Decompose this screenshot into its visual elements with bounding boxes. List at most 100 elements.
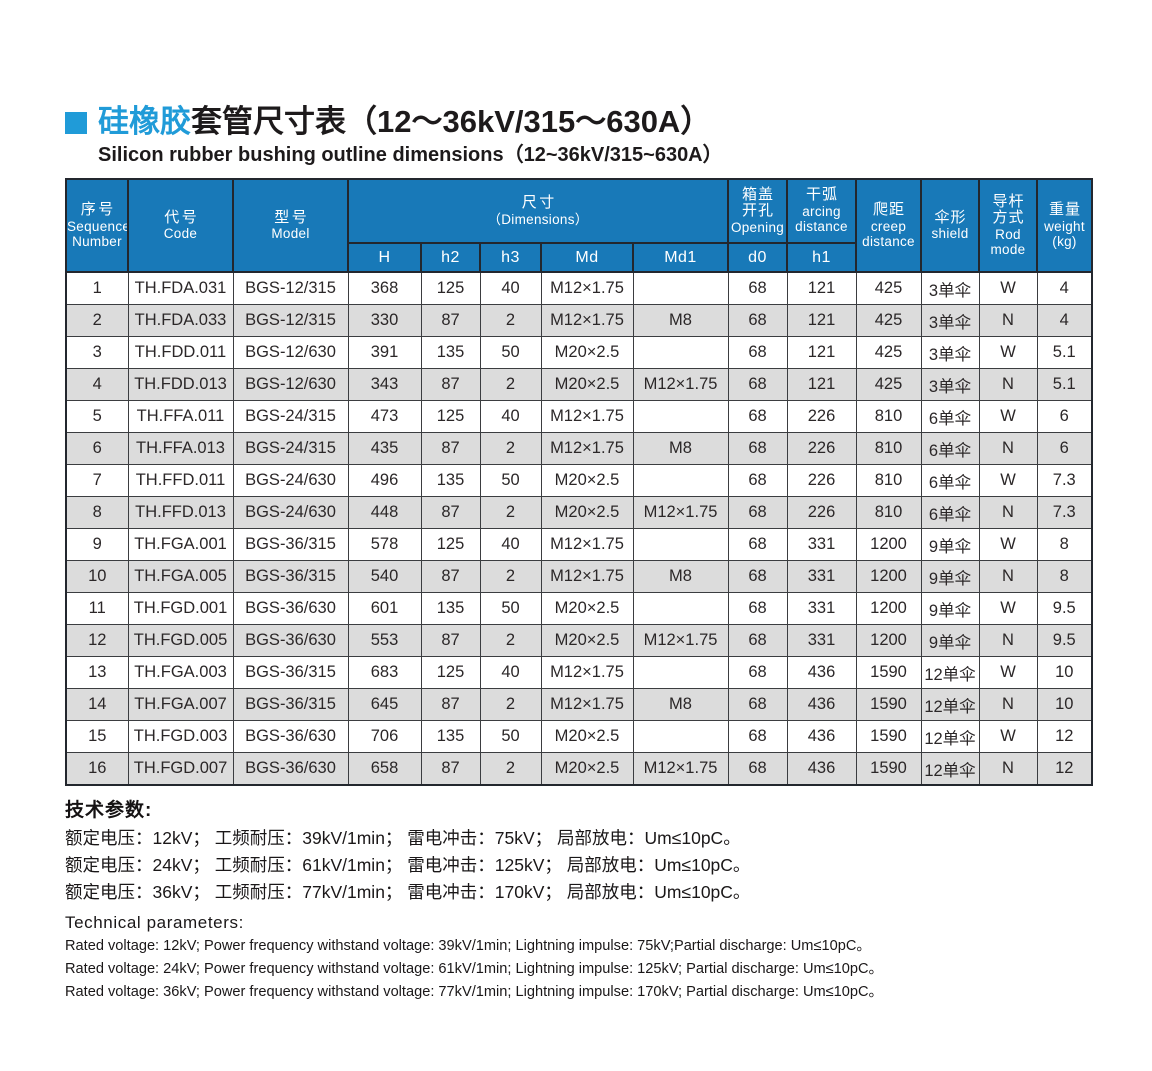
col-header-opening: 箱盖 开孔 Opening	[727, 178, 789, 244]
table-row: 10 TH.FGA.005 BGS-36/315 540 87 2 M12×1.…	[65, 560, 1093, 593]
cell-Md1: M12×1.75	[632, 624, 729, 657]
cell-code: TH.FGD.007	[127, 752, 234, 786]
cell-Md: M12×1.75	[540, 688, 634, 721]
cell-rod-mode: W	[978, 336, 1038, 369]
cell-H: 330	[347, 304, 422, 337]
cell-h2: 125	[420, 400, 481, 433]
page-subtitle: Silicon rubber bushing outline dimension…	[98, 144, 723, 166]
cell-code: TH.FGA.005	[127, 560, 234, 593]
cell-Md: M12×1.75	[540, 528, 634, 561]
cell-h1: 436	[786, 656, 857, 689]
cell-sequence: 14	[65, 688, 129, 721]
cell-shield: 9单伞	[920, 624, 980, 657]
cell-Md1	[632, 592, 729, 625]
table-row: 1 TH.FDA.031 BGS-12/315 368 125 40 M12×1…	[65, 271, 1093, 305]
cell-creep-distance: 810	[855, 496, 922, 529]
tech-line-en: Rated voltage: 36kV; Power frequency wit…	[65, 984, 884, 1000]
cell-d0: 68	[727, 560, 788, 593]
cell-h2: 135	[420, 720, 481, 753]
cell-h3: 50	[479, 464, 542, 497]
cell-creep-distance: 425	[855, 368, 922, 401]
cell-H: 391	[347, 336, 422, 369]
cell-sequence: 7	[65, 464, 129, 497]
cell-weight: 10	[1036, 688, 1093, 721]
cell-model: BGS-24/630	[232, 464, 349, 497]
cell-h3: 2	[479, 368, 542, 401]
cell-shield: 9单伞	[920, 592, 980, 625]
cell-d0: 68	[727, 496, 788, 529]
cell-d0: 68	[727, 688, 788, 721]
cell-model: BGS-36/315	[232, 656, 349, 689]
cell-shield: 12单伞	[920, 720, 980, 753]
cell-h2: 87	[420, 560, 481, 593]
cell-h3: 2	[479, 432, 542, 465]
cell-shield: 6单伞	[920, 496, 980, 529]
cell-creep-distance: 1590	[855, 720, 922, 753]
sub-header-H: H	[347, 242, 422, 273]
header-row-sub: H h2 h3 Md Md1 d0 h1	[66, 242, 1092, 273]
cell-sequence: 5	[65, 400, 129, 433]
cell-Md1	[632, 720, 729, 753]
cell-creep-distance: 810	[855, 432, 922, 465]
cell-creep-distance: 1200	[855, 560, 922, 593]
cell-sequence: 16	[65, 752, 129, 786]
col-header-code: 代号 Code	[127, 178, 234, 273]
cell-Md: M20×2.5	[540, 368, 634, 401]
cell-rod-mode: W	[978, 400, 1038, 433]
col-header-rod-mode: 导杆 方式 Rod mode	[978, 178, 1039, 273]
cell-code: TH.FFD.011	[127, 464, 234, 497]
table-row: 15 TH.FGD.003 BGS-36/630 706 135 50 M20×…	[65, 720, 1093, 753]
cell-Md: M12×1.75	[540, 432, 634, 465]
cell-weight: 12	[1036, 752, 1093, 786]
cell-h2: 87	[420, 688, 481, 721]
cell-weight: 4	[1036, 271, 1093, 305]
cell-H: 553	[347, 624, 422, 657]
cell-Md1: M8	[632, 560, 729, 593]
technical-parameters-section: 技术参数: 额定电压：12kV； 工频耐压：39kV/1min； 雷电冲击：75…	[65, 795, 1091, 1004]
cell-d0: 68	[727, 592, 788, 625]
cell-Md: M20×2.5	[540, 720, 634, 753]
cell-Md1	[632, 656, 729, 689]
cell-d0: 68	[727, 304, 788, 337]
cell-h3: 40	[479, 400, 542, 433]
cell-code: TH.FGA.007	[127, 688, 234, 721]
table-row: 14 TH.FGA.007 BGS-36/315 645 87 2 M12×1.…	[65, 688, 1093, 721]
cell-rod-mode: W	[978, 271, 1038, 305]
cell-h1: 121	[786, 368, 857, 401]
cell-Md1: M12×1.75	[632, 368, 729, 401]
cell-h1: 331	[786, 592, 857, 625]
cell-code: TH.FDA.031	[127, 271, 234, 305]
col-header-dimensions: 尺寸 （Dimensions）	[346, 178, 730, 244]
cell-model: BGS-12/630	[232, 368, 349, 401]
tech-line-zh: 额定电压：36kV； 工频耐压：77kV/1min； 雷电冲击：170kV； 局…	[65, 882, 751, 902]
cell-h2: 87	[420, 432, 481, 465]
cell-d0: 68	[727, 656, 788, 689]
cell-shield: 6单伞	[920, 400, 980, 433]
cell-h1: 121	[786, 336, 857, 369]
cell-code: TH.FDD.013	[127, 368, 234, 401]
table-row: 3 TH.FDD.011 BGS-12/630 391 135 50 M20×2…	[65, 336, 1093, 369]
cell-creep-distance: 810	[855, 400, 922, 433]
cell-H: 578	[347, 528, 422, 561]
col-header-shield: 伞形 shield	[920, 178, 981, 273]
cell-creep-distance: 1590	[855, 688, 922, 721]
cell-shield: 9单伞	[920, 528, 980, 561]
cell-H: 706	[347, 720, 422, 753]
cell-sequence: 4	[65, 368, 129, 401]
cell-weight: 7.3	[1036, 464, 1093, 497]
table-header: 序号 Sequence Number 代号 Code 型号 Model 尺寸 （…	[65, 178, 1094, 273]
table-row: 8 TH.FFD.013 BGS-24/630 448 87 2 M20×2.5…	[65, 496, 1093, 529]
cell-sequence: 9	[65, 528, 129, 561]
cell-shield: 6单伞	[920, 464, 980, 497]
cell-h3: 40	[479, 528, 542, 561]
cell-h2: 125	[420, 656, 481, 689]
cell-sequence: 8	[65, 496, 129, 529]
cell-creep-distance: 1200	[855, 624, 922, 657]
tech-heading-zh: 技术参数:	[65, 800, 153, 821]
cell-creep-distance: 1590	[855, 752, 922, 786]
cell-h1: 436	[786, 720, 857, 753]
cell-d0: 68	[727, 432, 788, 465]
cell-d0: 68	[727, 336, 788, 369]
cell-Md1	[632, 464, 729, 497]
cell-Md: M20×2.5	[540, 752, 634, 786]
